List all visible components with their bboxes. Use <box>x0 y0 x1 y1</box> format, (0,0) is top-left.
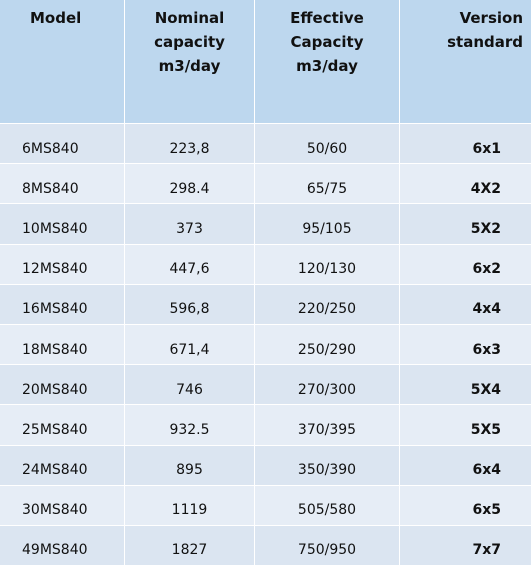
table-cell: 50/60 <box>255 124 400 165</box>
table-cell: 223,8 <box>125 124 255 165</box>
header-text: Capacity <box>290 33 364 51</box>
table-cell: 120/130 <box>255 244 400 285</box>
table-cell: 7x7 <box>400 525 531 566</box>
header-text: Version <box>459 9 523 27</box>
table-cell: 1119 <box>125 485 255 526</box>
table-cell: 596,8 <box>125 284 255 325</box>
table-cell: 95/105 <box>255 204 400 245</box>
table-cell: 270/300 <box>255 365 400 406</box>
header-text: Nominal <box>154 9 225 27</box>
table-cell: 6x3 <box>400 324 531 366</box>
table-cell: 6MS840 <box>0 124 125 165</box>
table-cell: 30MS840 <box>0 485 125 526</box>
table-cell: 12MS840 <box>0 244 125 285</box>
table-cell: 24MS840 <box>0 445 125 486</box>
table-cell: 8MS840 <box>0 164 125 205</box>
header-cell: Model <box>0 0 125 124</box>
table-cell: 4X2 <box>400 164 531 205</box>
table-cell: 5X5 <box>400 405 531 446</box>
header-text: m3/day <box>158 57 221 75</box>
table-cell: 370/395 <box>255 405 400 446</box>
table-cell: 16MS840 <box>0 284 125 325</box>
table-cell: 250/290 <box>255 324 400 366</box>
table-cell: 25MS840 <box>0 405 125 446</box>
table-cell: 6x2 <box>400 244 531 285</box>
table-cell: 671,4 <box>125 324 255 366</box>
table-cell: 20MS840 <box>0 365 125 406</box>
table-cell: 447,6 <box>125 244 255 285</box>
header-text: capacity <box>154 33 225 51</box>
table-cell: 505/580 <box>255 485 400 526</box>
table-cell: 932.5 <box>125 405 255 446</box>
table-cell: 5X2 <box>400 204 531 245</box>
table-cell: 750/950 <box>255 525 400 566</box>
table-cell: 5X4 <box>400 365 531 406</box>
header-cell: Nominal capacity m3/day <box>125 0 255 124</box>
header-cell: Effective Capacity m3/day <box>255 0 400 124</box>
table-cell: 1827 <box>125 525 255 566</box>
table-cell: 6x1 <box>400 124 531 165</box>
table-cell: 746 <box>125 365 255 406</box>
table-cell: 65/75 <box>255 164 400 205</box>
table-cell: 373 <box>125 204 255 245</box>
table-cell: 18MS840 <box>0 324 125 366</box>
table-cell: 49MS840 <box>0 525 125 566</box>
header-cell: Version standard <box>400 0 531 124</box>
table-cell: 6x5 <box>400 485 531 526</box>
table-cell: 10MS840 <box>0 204 125 245</box>
header-text: Effective <box>290 9 364 27</box>
header-text: standard <box>447 33 523 51</box>
table-cell: 220/250 <box>255 284 400 325</box>
table-cell: 6x4 <box>400 445 531 486</box>
table-cell: 4x4 <box>400 284 531 325</box>
table-cell: 298.4 <box>125 164 255 205</box>
header-text: m3/day <box>296 57 358 75</box>
table-cell: 895 <box>125 445 255 486</box>
header-text: Model <box>30 9 82 27</box>
table-cell: 350/390 <box>255 445 400 486</box>
